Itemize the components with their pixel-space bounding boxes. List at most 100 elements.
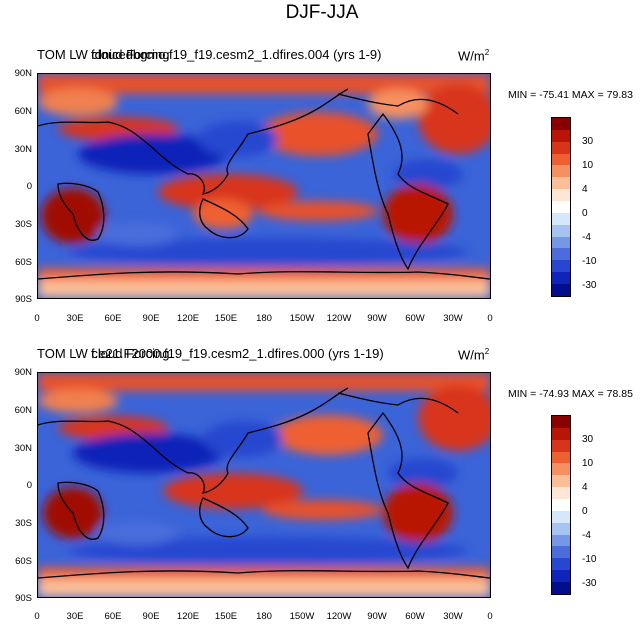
colorbar-swatch bbox=[552, 522, 570, 535]
colorbar-label: 30 bbox=[582, 434, 594, 445]
colorbar-swatch bbox=[552, 165, 570, 178]
panel-1-max: MAX = 79.83 bbox=[571, 89, 633, 101]
panel-2-minmax: MIN = -74.93 MAX = 78.85 bbox=[508, 388, 633, 400]
lon-label: 30W bbox=[443, 313, 463, 324]
lat-label: 0 bbox=[26, 181, 32, 192]
lon-label: 30W bbox=[443, 611, 463, 622]
panel-2-colorbar bbox=[551, 415, 571, 595]
colorbar-swatch bbox=[552, 129, 570, 142]
panel-2-case: f.e21.F2000.f19_f19.cesm2_1.dfires.000 (… bbox=[91, 346, 384, 361]
lat-label: 90S bbox=[15, 593, 32, 604]
colorbar-swatch bbox=[552, 177, 570, 190]
lon-label: 90W bbox=[367, 313, 387, 324]
colorbar-label: 0 bbox=[582, 208, 588, 219]
colorbar-swatch bbox=[552, 416, 570, 428]
lon-label: 60E bbox=[104, 611, 122, 622]
lon-label: 90E bbox=[142, 313, 160, 324]
lon-label: 60E bbox=[104, 313, 122, 324]
colorbar-swatch bbox=[552, 141, 570, 154]
lon-label: 150E bbox=[214, 313, 238, 324]
lon-label: 30E bbox=[66, 611, 84, 622]
lon-label: 90W bbox=[367, 611, 387, 622]
panel-1-colorbar bbox=[551, 117, 571, 297]
colorbar-swatch bbox=[552, 189, 570, 202]
panel-1-map bbox=[37, 73, 491, 299]
lon-label: 60W bbox=[405, 313, 425, 324]
colorbar-label: -30 bbox=[582, 280, 597, 291]
colorbar-swatch bbox=[552, 260, 570, 273]
colorbar-swatch bbox=[552, 427, 570, 440]
lat-label: 60N bbox=[14, 405, 32, 416]
lat-label: 30S bbox=[15, 219, 32, 230]
panel-2-title: TOM LW cloud Forcing f.e21.F2000.f19_f19… bbox=[37, 346, 417, 364]
colorbar-label: 0 bbox=[582, 506, 588, 517]
colorbar-swatch bbox=[552, 582, 570, 594]
colorbar-label: 4 bbox=[582, 184, 588, 195]
panel-1-units: W/m2 bbox=[458, 48, 490, 64]
colorbar-swatch bbox=[552, 487, 570, 500]
colorbar-swatch bbox=[552, 546, 570, 559]
colorbar-swatch bbox=[552, 236, 570, 249]
lat-label: 30S bbox=[15, 518, 32, 529]
panel-2-variable: TOM LW cloud Forcing bbox=[37, 346, 170, 361]
colorbar-swatch bbox=[552, 510, 570, 523]
colorbar-label: -10 bbox=[582, 554, 597, 565]
colorbar-label: 10 bbox=[582, 160, 594, 171]
lon-label: 0 bbox=[487, 313, 493, 324]
colorbar-label: -4 bbox=[582, 232, 591, 243]
colorbar-swatch bbox=[552, 212, 570, 225]
lon-label: 150E bbox=[214, 611, 238, 622]
colorbar-swatch bbox=[552, 463, 570, 476]
colorbar-swatch bbox=[552, 570, 570, 583]
colorbar-label: 10 bbox=[582, 458, 594, 469]
colorbar-swatch bbox=[552, 439, 570, 452]
lat-label: 90N bbox=[14, 68, 32, 79]
panel-2-max: MAX = 78.85 bbox=[571, 388, 633, 400]
lat-label: 90N bbox=[14, 367, 32, 378]
colorbar-swatch bbox=[552, 201, 570, 213]
colorbar-swatch bbox=[552, 534, 570, 547]
lat-label: 60S bbox=[15, 257, 32, 268]
lon-label: 120E bbox=[176, 313, 200, 324]
lat-label: 60S bbox=[15, 556, 32, 567]
colorbar-swatch bbox=[552, 153, 570, 166]
lon-label: 120E bbox=[176, 611, 200, 622]
colorbar-label: -10 bbox=[582, 256, 597, 267]
colorbar-swatch bbox=[552, 224, 570, 237]
lon-label: 120W bbox=[326, 611, 352, 622]
lon-label: 90E bbox=[142, 611, 160, 622]
lon-label: 120W bbox=[326, 313, 352, 324]
colorbar-swatch bbox=[552, 451, 570, 464]
colorbar-label: -30 bbox=[582, 578, 597, 589]
panel-2-units: W/m2 bbox=[458, 347, 490, 363]
panel-2-min: MIN = -74.93 bbox=[508, 388, 569, 400]
panel-1-variable: TOM LW cloud Forcing bbox=[37, 47, 170, 62]
colorbar-label: -4 bbox=[582, 530, 591, 541]
lat-label: 60N bbox=[14, 106, 32, 117]
panel-1-min: MIN = -75.41 bbox=[508, 89, 569, 101]
lat-label: 30N bbox=[14, 144, 32, 155]
panel-1-field bbox=[38, 74, 490, 298]
panel-1-case: fdnicedbgmo.f19_f19.cesm2_1.dfires.004 (… bbox=[91, 47, 382, 62]
panel-1-minmax: MIN = -75.41 MAX = 79.83 bbox=[508, 89, 633, 101]
panel-2-field bbox=[38, 373, 490, 597]
lon-label: 180 bbox=[256, 611, 272, 622]
colorbar-label: 4 bbox=[582, 482, 588, 493]
panel-1-title: TOM LW cloud Forcing fdnicedbgmo.f19_f19… bbox=[37, 47, 417, 65]
lon-label: 0 bbox=[487, 611, 493, 622]
colorbar-swatch bbox=[552, 558, 570, 571]
colorbar-swatch bbox=[552, 118, 570, 130]
colorbar-swatch bbox=[552, 499, 570, 511]
colorbar-swatch bbox=[552, 272, 570, 285]
lon-label: 30E bbox=[66, 313, 84, 324]
lon-label: 150W bbox=[289, 313, 315, 324]
colorbar-swatch bbox=[552, 248, 570, 261]
colorbar-swatch bbox=[552, 284, 570, 296]
lat-label: 30N bbox=[14, 443, 32, 454]
lon-label: 0 bbox=[34, 313, 40, 324]
colorbar-swatch bbox=[552, 475, 570, 488]
panel-2-map bbox=[37, 372, 491, 598]
colorbar-label: 30 bbox=[582, 136, 594, 147]
lon-label: 60W bbox=[405, 611, 425, 622]
lon-label: 150W bbox=[289, 611, 315, 622]
